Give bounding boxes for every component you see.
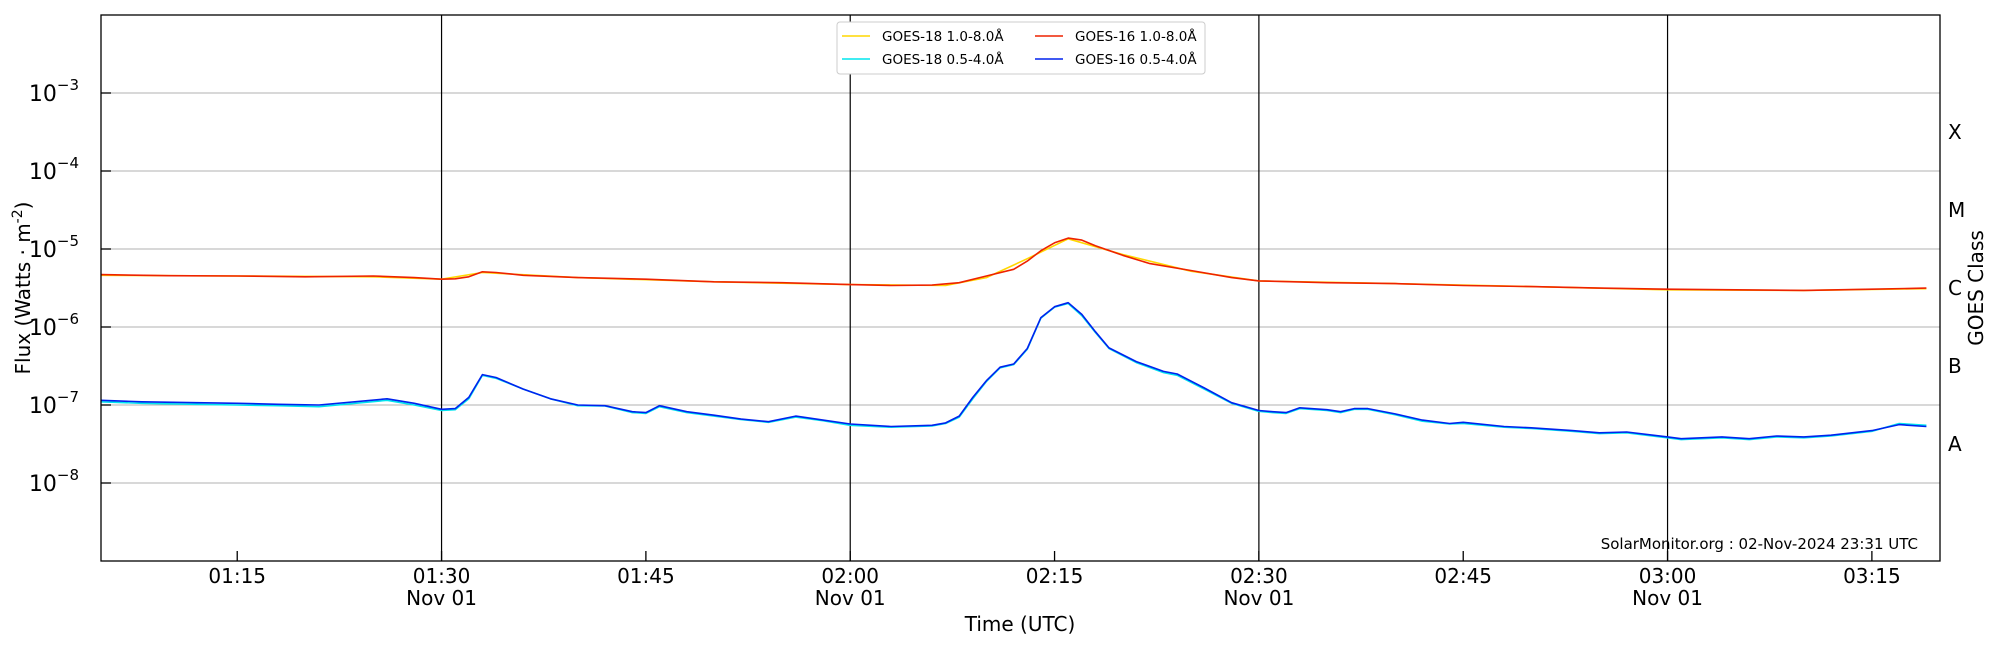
goes-class-label: A bbox=[1948, 432, 1962, 456]
x-tick-label: 02:15 bbox=[1026, 564, 1084, 588]
series-line bbox=[100, 238, 1927, 292]
x-tick-label: 01:15 bbox=[208, 564, 266, 588]
y-tick-label: 10−6 bbox=[29, 310, 79, 341]
goes-class-label: B bbox=[1948, 354, 1962, 378]
y-axis-title: Flux (Watts · m-2) bbox=[10, 202, 35, 375]
y-tick-label: 10−5 bbox=[29, 232, 79, 263]
y-axis-title-exp: -2 bbox=[10, 209, 26, 223]
y-axis-title-close: ) bbox=[11, 202, 35, 210]
y-tick-label-base: 10 bbox=[29, 238, 57, 263]
legend-label: GOES-16 1.0-8.0Å bbox=[1075, 28, 1197, 45]
goes-class-label: C bbox=[1948, 276, 1962, 300]
x-tick-date-label: Nov 01 bbox=[815, 586, 886, 610]
y-tick-label: 10−4 bbox=[29, 154, 79, 185]
y-tick-label-base: 10 bbox=[29, 160, 57, 185]
x-tick-label: 02:00 bbox=[821, 564, 879, 588]
y-tick-label-exponent: −7 bbox=[57, 388, 79, 406]
legend: GOES-18 1.0-8.0Å GOES-18 0.5-4.0Å GOES-16 … bbox=[836, 21, 1206, 75]
axis-ticks bbox=[101, 92, 1873, 561]
y-tick-label-exponent: −3 bbox=[57, 76, 79, 94]
y-tick-label: 10−3 bbox=[29, 76, 79, 107]
x-tick-label: 03:00 bbox=[1639, 564, 1697, 588]
y-axis-title-main: Flux (Watts · m bbox=[11, 223, 35, 374]
y-tick-label-base: 10 bbox=[29, 394, 57, 419]
x-tick-label: 01:30 bbox=[413, 564, 471, 588]
x-tick-date-label: Nov 01 bbox=[1223, 586, 1294, 610]
solarmonitor-annotation: SolarMonitor.org : 02-Nov-2024 23:31 UTC bbox=[1601, 535, 1918, 553]
y-tick-label-exponent: −6 bbox=[57, 310, 79, 328]
y-tick-label-base: 10 bbox=[29, 472, 57, 497]
legend-label: GOES-18 0.5-4.0Å bbox=[882, 51, 1004, 68]
series-line bbox=[100, 237, 1927, 292]
x-tick-label: 02:45 bbox=[1434, 564, 1492, 588]
right-axis-title: GOES Class bbox=[1964, 230, 1988, 346]
x-tick-label: 01:45 bbox=[617, 564, 675, 588]
grid-lines bbox=[101, 92, 1940, 484]
y-tick-label-base: 10 bbox=[29, 316, 57, 341]
series-lines bbox=[100, 237, 1927, 441]
goes-class-label: M bbox=[1948, 198, 1965, 222]
legend-box bbox=[836, 21, 1206, 75]
y-tick-label-base: 10 bbox=[29, 82, 57, 107]
y-tick-label-exponent: −4 bbox=[57, 154, 79, 172]
x-axis-title: Time (UTC) bbox=[964, 612, 1076, 636]
x-tick-label: 02:30 bbox=[1230, 564, 1288, 588]
series-line bbox=[100, 301, 1927, 440]
plot-frame bbox=[100, 14, 1941, 562]
legend-label: GOES-18 1.0-8.0Å bbox=[882, 28, 1004, 45]
goes-class-label: X bbox=[1948, 120, 1962, 144]
y-tick-label: 10−7 bbox=[29, 388, 79, 419]
y-tick-label-exponent: −5 bbox=[57, 232, 79, 250]
x-tick-date-label: Nov 01 bbox=[406, 586, 477, 610]
legend-label: GOES-16 0.5-4.0Å bbox=[1075, 51, 1197, 68]
y-tick-label-exponent: −8 bbox=[57, 466, 79, 484]
series-line bbox=[100, 302, 1927, 441]
day-marker-lines bbox=[440, 15, 1669, 561]
x-tick-label: 03:15 bbox=[1843, 564, 1901, 588]
y-tick-label: 10−8 bbox=[29, 466, 79, 497]
x-tick-date-label: Nov 01 bbox=[1632, 586, 1703, 610]
